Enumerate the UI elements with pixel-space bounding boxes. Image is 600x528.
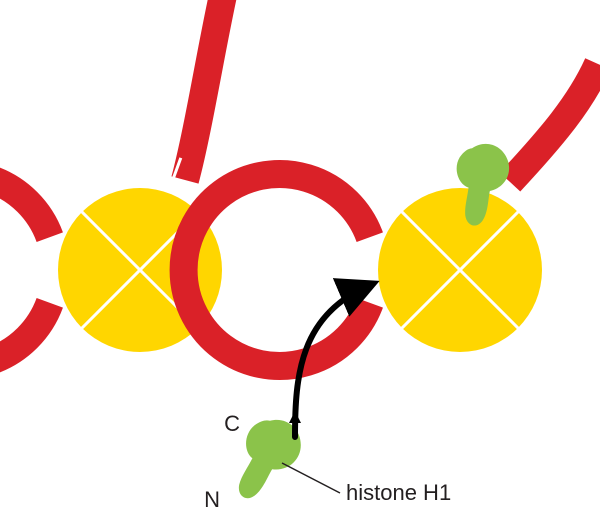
arrow-base-tick bbox=[289, 411, 301, 423]
label-leader-line bbox=[282, 463, 340, 493]
dna-linker bbox=[510, 64, 598, 182]
label-c-terminus: C bbox=[224, 411, 240, 436]
label-histone-h1: histone H1 bbox=[346, 480, 451, 505]
dna-ring bbox=[0, 174, 50, 366]
label-n-terminus: N bbox=[204, 487, 220, 512]
dna-linker bbox=[185, 0, 230, 180]
histone-h1 bbox=[239, 420, 301, 498]
